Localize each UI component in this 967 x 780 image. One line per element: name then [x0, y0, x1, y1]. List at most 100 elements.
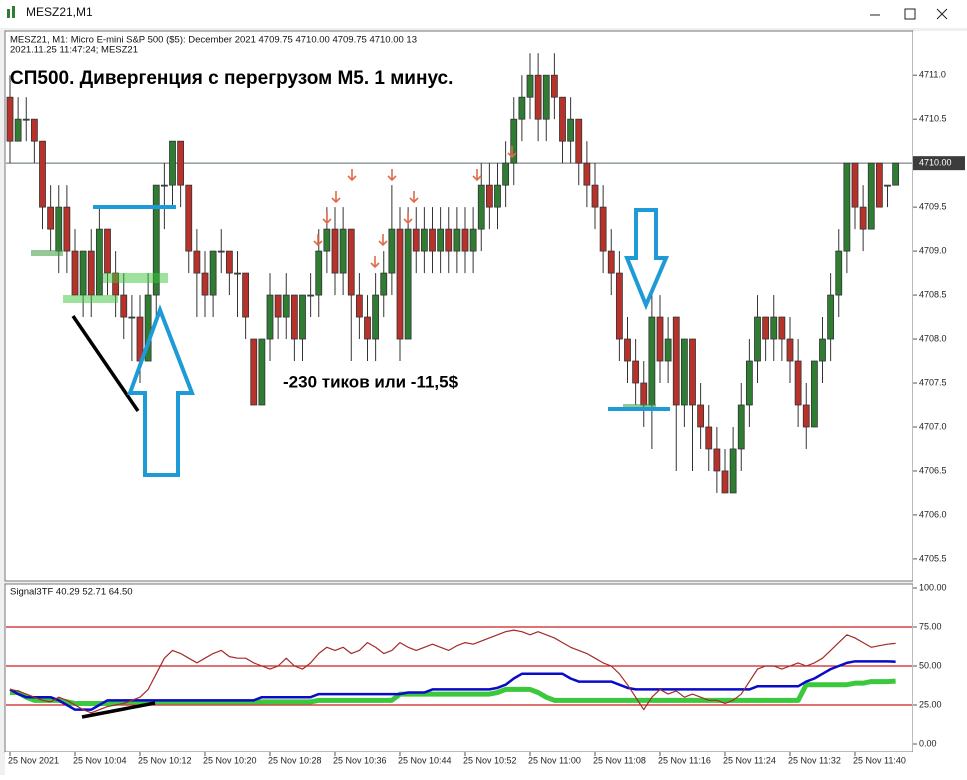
- x-tick-label: 25 Nov 10:20: [203, 755, 257, 765]
- candle-body: [396, 228, 404, 340]
- candle-body: [485, 184, 493, 208]
- candle-body: [120, 294, 128, 318]
- candle-body: [429, 228, 436, 252]
- candle-body: [258, 338, 266, 406]
- candle-body: [689, 338, 696, 406]
- indicator-line: [9, 660, 896, 711]
- y-tick-label: 50.00: [919, 660, 942, 670]
- y-tick-label: 4709.5: [919, 202, 947, 212]
- candle-body: [819, 338, 826, 362]
- info-line: 2021.11.25 11:47:24; MESZ21: [10, 45, 138, 56]
- candle-body: [307, 294, 315, 297]
- candle-body: [591, 184, 599, 208]
- x-tick-label: 25 Nov 10:12: [138, 755, 192, 765]
- candle-body: [745, 360, 753, 406]
- candle-body: [355, 294, 363, 318]
- candle-body: [672, 316, 680, 406]
- candle-body: [364, 316, 371, 340]
- candle-body: [770, 316, 778, 340]
- candle-body: [494, 184, 501, 208]
- x-tick-label: 25 Nov 10:04: [73, 755, 127, 765]
- x-tick-label: 25 Nov 11:16: [658, 755, 711, 765]
- candle-body: [193, 250, 201, 274]
- candle-body: [445, 228, 453, 252]
- candle-body: [567, 118, 575, 142]
- candle-body: [420, 228, 428, 252]
- candle-body: [217, 250, 225, 253]
- x-tick-label: 25 Nov 10:44: [398, 755, 452, 765]
- candle-body: [827, 294, 835, 340]
- x-tick-label: 25 Nov 10:52: [463, 755, 517, 765]
- candle-body: [323, 228, 331, 252]
- candle-body: [835, 250, 843, 296]
- candle-body: [477, 184, 485, 230]
- time-axis: [5, 752, 967, 775]
- x-tick-label: 25 Nov 11:40: [853, 755, 906, 765]
- y-tick-label: 4706.5: [919, 465, 947, 475]
- candle-body: [469, 228, 477, 252]
- y-tick-label: 4709.0: [919, 245, 947, 255]
- candle-body: [63, 206, 71, 252]
- candle-body: [266, 294, 274, 340]
- candle-body: [461, 228, 469, 252]
- candle-body: [843, 162, 851, 252]
- indicator-line: [10, 678, 896, 706]
- indicator-pane: [4, 583, 914, 753]
- candle-body: [802, 404, 810, 428]
- candle-body: [640, 382, 648, 406]
- candle-body: [607, 250, 615, 274]
- candle-body: [542, 74, 550, 120]
- candle-body: [39, 140, 46, 208]
- candle-body: [867, 162, 875, 230]
- candle-body: [177, 140, 185, 186]
- candle-body: [884, 184, 891, 187]
- candle-body: [892, 162, 900, 186]
- candle-body: [437, 228, 445, 252]
- candle-body: [315, 250, 323, 296]
- y-tick-label: 4708.5: [919, 289, 947, 299]
- candle-body: [534, 74, 542, 120]
- current-price-box: [913, 156, 965, 171]
- candle-body: [160, 184, 168, 187]
- candle-body: [786, 338, 794, 362]
- y-tick-label: 75.00: [919, 621, 942, 631]
- x-tick-label: 25 Nov 11:08: [593, 755, 646, 765]
- candle-body: [225, 250, 233, 274]
- candle-body: [274, 294, 282, 318]
- candle-body: [599, 206, 607, 252]
- annotation: -230 тиков или -11,5$: [283, 372, 459, 391]
- candle-body: [851, 162, 859, 208]
- candle-body: [30, 118, 38, 142]
- chart-title: СП500. Дивергенция с перегрузом М5. 1 ми…: [10, 68, 453, 89]
- candle-body: [412, 228, 420, 252]
- window-title: MESZ21,M1: [26, 5, 93, 19]
- maximize-button[interactable]: [904, 8, 916, 20]
- candle-body: [721, 470, 729, 494]
- y-tick-label: 4707.5: [919, 377, 947, 387]
- title-bar: [0, 0, 967, 28]
- candle-body: [372, 294, 380, 340]
- candle-body: [778, 316, 786, 340]
- candle-body: [810, 360, 818, 428]
- candle-body: [234, 272, 241, 275]
- x-tick-label: 25 Nov 10:28: [268, 755, 322, 765]
- close-button[interactable]: [936, 8, 948, 20]
- candle-body: [144, 294, 152, 362]
- candle-body: [453, 228, 461, 252]
- candle-body: [71, 250, 79, 296]
- candle-body: [104, 228, 111, 274]
- candle-body: [250, 338, 258, 406]
- candle-body: [339, 228, 347, 274]
- candle-body: [875, 162, 883, 208]
- candle-body: [22, 118, 30, 121]
- candle-body: [664, 338, 672, 362]
- price-pane: [4, 30, 914, 582]
- indicator-line: [9, 629, 896, 714]
- candle-body: [559, 96, 566, 142]
- y-tick-label: 4707.0: [919, 421, 947, 431]
- app-icon: [7, 6, 15, 18]
- info-line: MESZ21, M1: Micro E-mini S&P 500 ($5): D…: [10, 35, 417, 46]
- candle-body: [47, 206, 55, 230]
